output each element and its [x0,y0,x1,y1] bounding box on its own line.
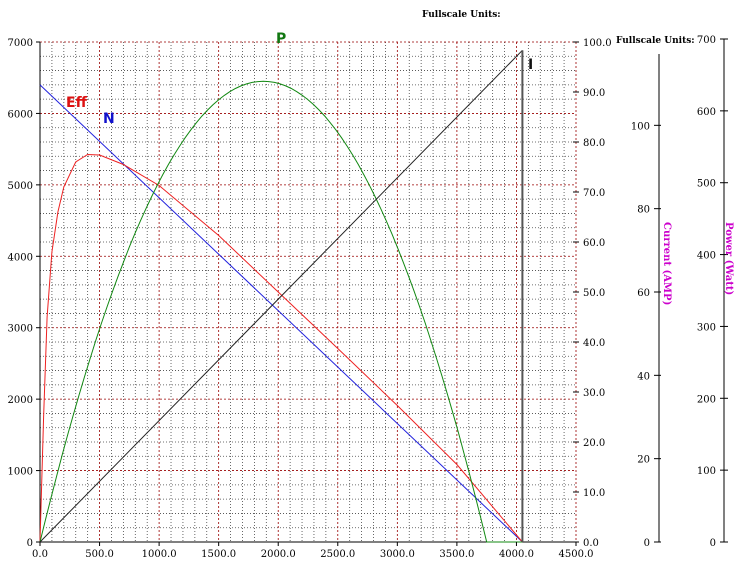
fullscale-units-right: Fullscale Units: [616,36,695,46]
percent-tick-label: 70.0 [583,188,605,199]
series-i-line [39,49,523,543]
x-tick-label: 2000.0 [261,549,296,560]
left-tick-label: 6000 [8,109,33,120]
x-tick-label: 3500.0 [439,549,474,560]
series-eff-line [39,153,523,543]
power-tick-label: 100 [697,466,716,477]
percent-tick-label: 30.0 [583,388,605,399]
power-tick-label: 500 [697,179,716,190]
left-tick-label: 1000 [8,467,33,478]
n-label: N [103,111,115,127]
p-label: P [276,31,286,47]
percent-axis-ticks: 0.0 10.0 20.0 30.0 40.0 50.0 60.0 70.0 80.0 90.0 1… [573,38,612,549]
power-tick-label: 700 [697,35,716,46]
x-tick-label: 4500.0 [559,549,594,560]
power-axis: 0 100 200 300 400 500 600 700 [697,35,728,549]
percent-tick-label: 10.0 [583,488,605,499]
x-tick-label: 4000.0 [499,549,534,560]
percent-tick-label: 100.0 [583,38,612,49]
eff-label: Eff [66,95,88,111]
power-axis-title: Power (Watt) [723,222,734,295]
x-tick-label: 1000.0 [142,549,177,560]
i-label: I [528,57,533,73]
current-axis: 0 20 40 60 80 100 [631,54,661,549]
current-tick-label: 80 [637,205,650,216]
percent-tick-label: 0.0 [583,538,599,549]
left-tick-label: 5000 [8,181,33,192]
current-tick-label: 0 [644,538,650,549]
power-tick-label: 400 [697,251,716,262]
series-n-line [39,84,523,543]
percent-tick-label: 20.0 [583,438,605,449]
left-tick-label: 7000 [8,38,33,49]
x-axis-ticks: 0.0 500.0 1000.0 1500.0 2000.0 2500.0 3000.0 35… [32,542,594,560]
series-p-line [39,80,523,543]
current-tick-label: 100 [631,121,650,132]
power-tick-label: 0 [710,538,716,549]
plot-frame [39,42,576,543]
left-axis-ticks: 0 1000 2000 3000 4000 5000 6000 7000 [8,38,40,549]
current-tick-label: 40 [637,371,650,382]
power-tick-label: 300 [697,322,716,333]
major-grid [39,41,577,543]
fullscale-units-top: Fullscale Units: [422,10,501,20]
left-tick-label: 4000 [8,252,33,263]
power-tick-label: 600 [697,107,716,118]
x-tick-label: 2500.0 [320,549,355,560]
current-tick-label: 20 [637,455,650,466]
left-tick-label: 0 [27,538,33,549]
minor-grid [40,42,576,542]
current-axis-title: Current (AMP) [661,222,672,305]
current-tick-label: 60 [637,288,650,299]
x-tick-label: 3000.0 [380,549,415,560]
left-tick-label: 2000 [8,395,33,406]
x-tick-label: 1500.0 [201,549,236,560]
x-tick-label: 500.0 [85,549,114,560]
percent-tick-label: 50.0 [583,288,605,299]
x-tick-label: 0.0 [32,549,48,560]
percent-tick-label: 40.0 [583,338,605,349]
curves [39,49,524,543]
percent-tick-label: 80.0 [583,138,605,149]
left-tick-label: 3000 [8,324,33,335]
percent-tick-label: 60.0 [583,238,605,249]
power-tick-label: 200 [697,394,716,405]
percent-tick-label: 90.0 [583,88,605,99]
